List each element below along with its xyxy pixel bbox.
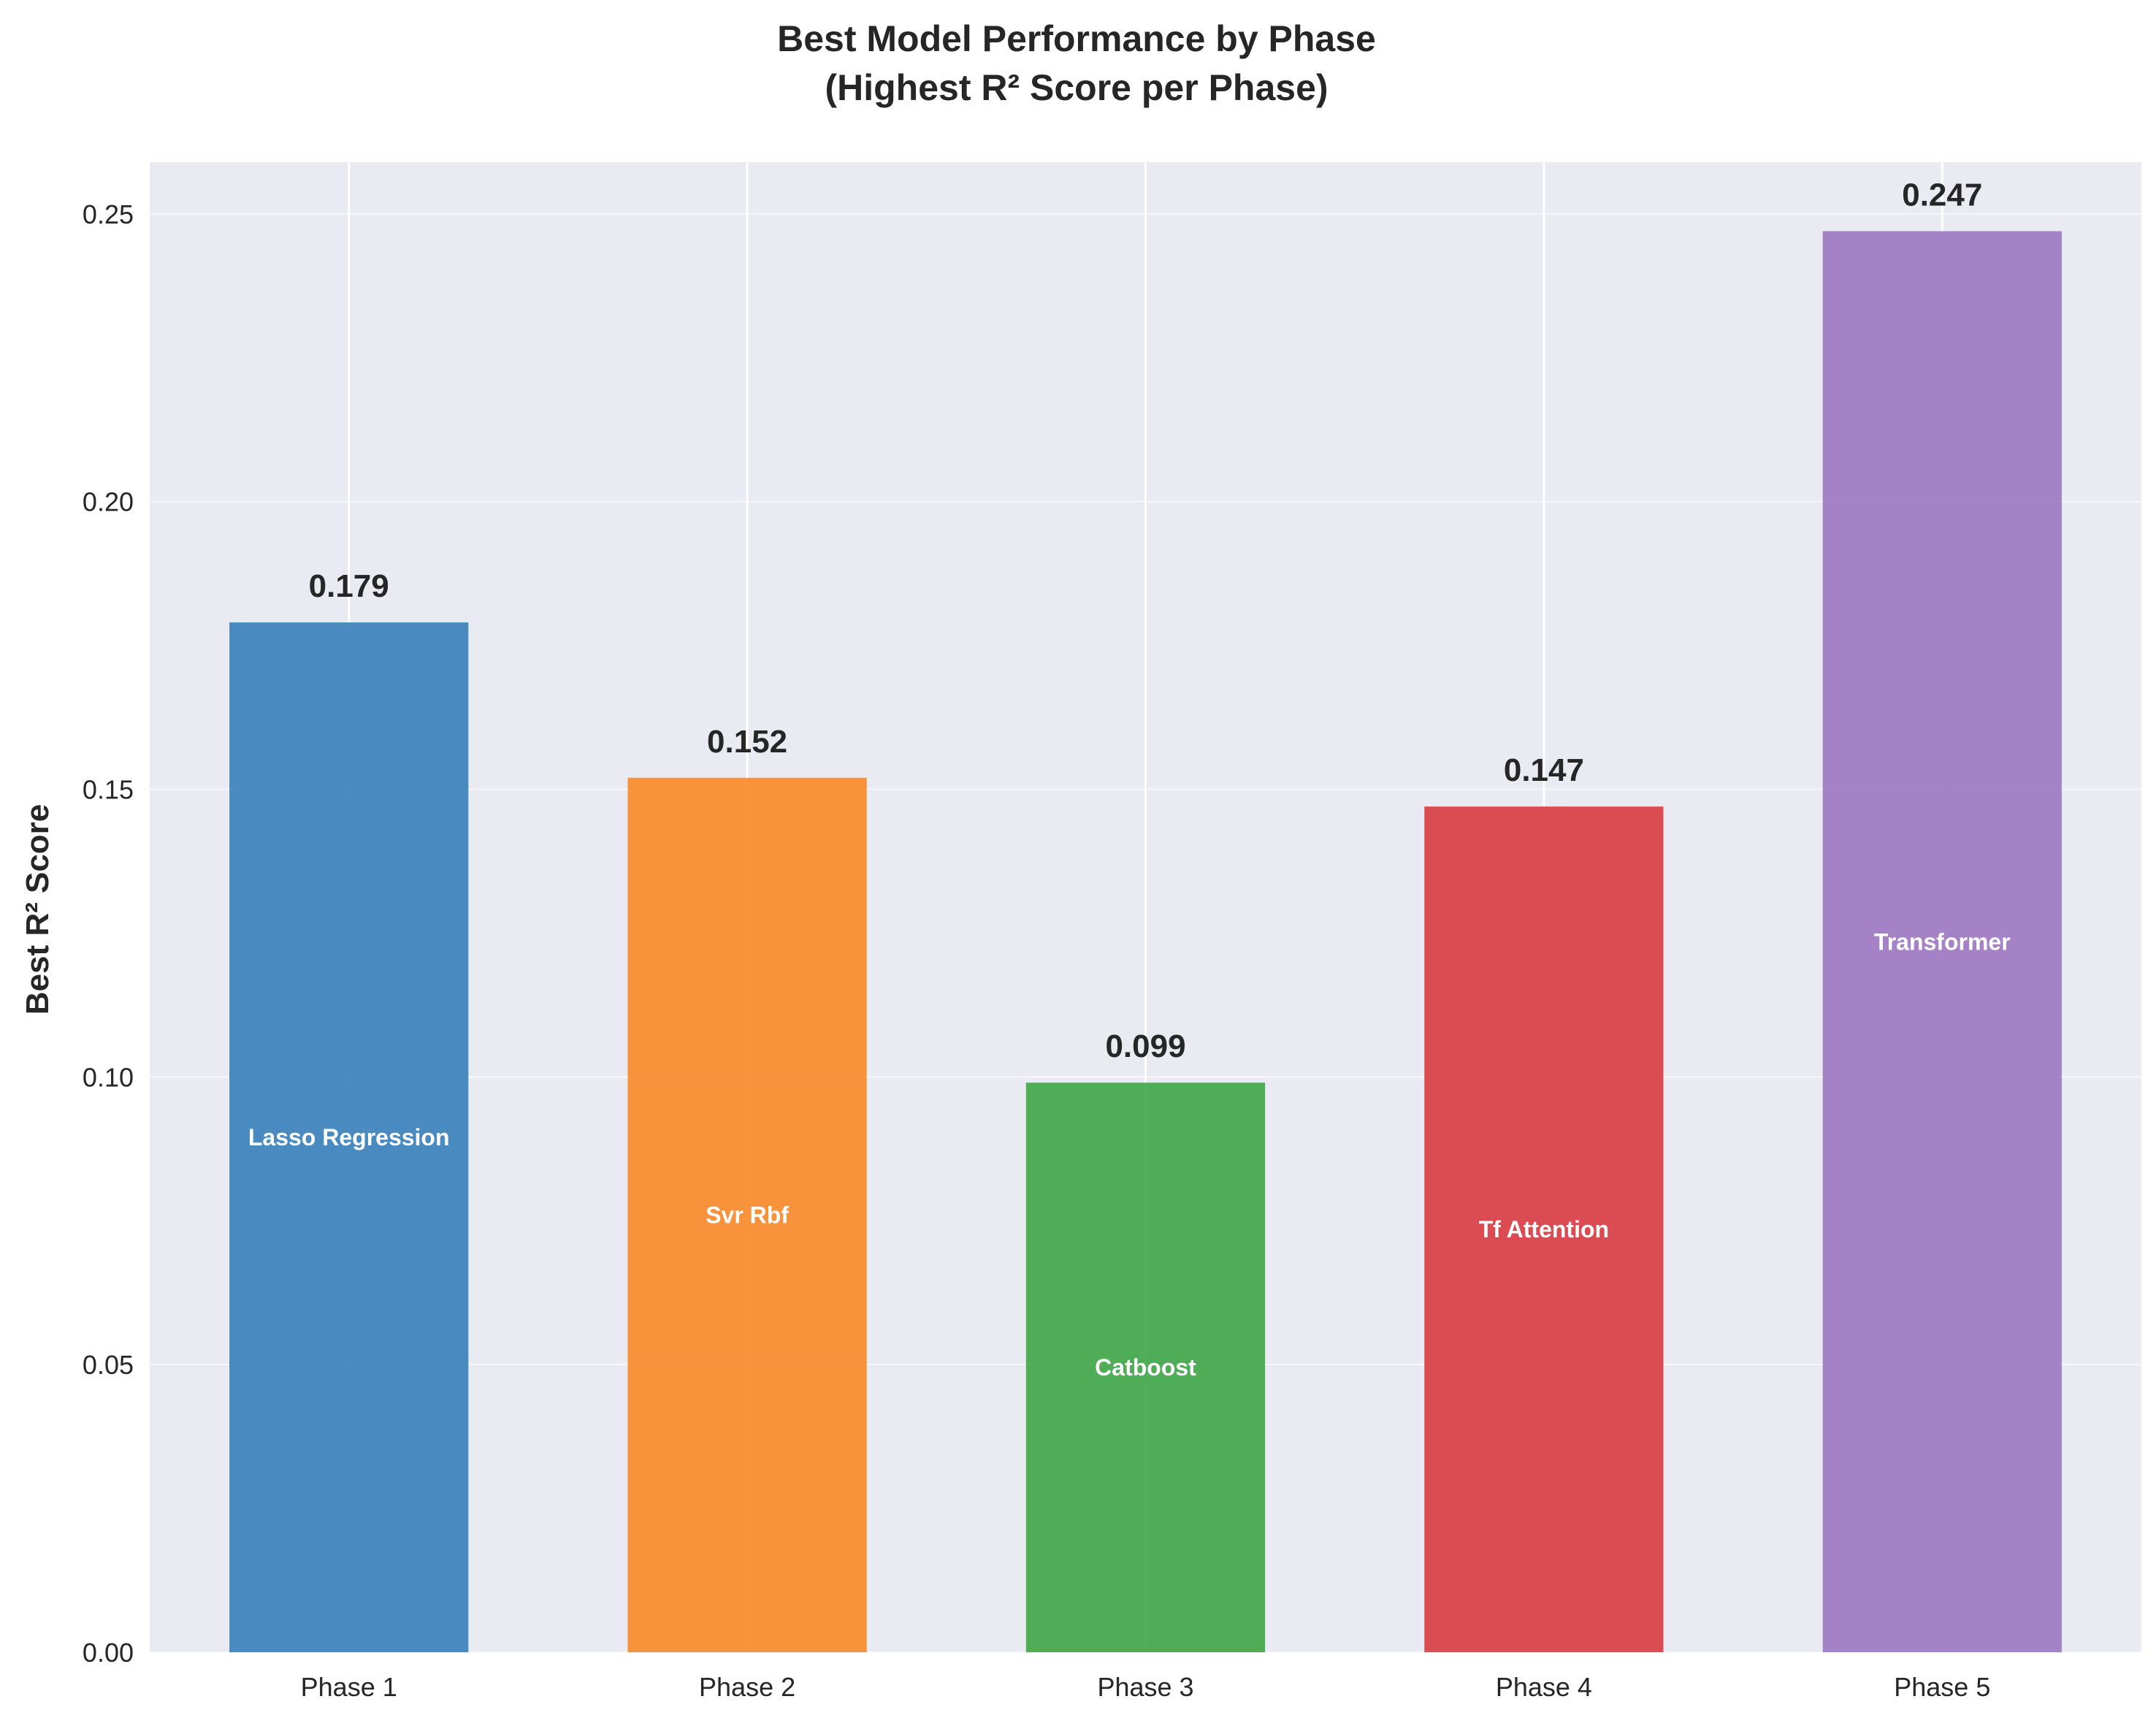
axis-ticks: 0.00 0.05 0.10 0.15 0.20 0.25 Phase 1 Phase 2 Ph… bbox=[83, 199, 1990, 1702]
y-axis-label: Best R² Score bbox=[20, 804, 56, 1015]
bar bbox=[1822, 231, 2062, 1653]
bar-value-label: 0.147 bbox=[1504, 752, 1584, 788]
x-tick-label: Phase 2 bbox=[699, 1672, 795, 1702]
bar-value-label: 0.152 bbox=[707, 724, 787, 760]
y-tick-label: 0.10 bbox=[83, 1062, 134, 1092]
bar-value-label: 0.247 bbox=[1902, 177, 1982, 213]
x-tick-label: Phase 5 bbox=[1894, 1672, 1990, 1702]
bar-model-label: Lasso Regression bbox=[248, 1124, 450, 1150]
x-tick-label: Phase 3 bbox=[1097, 1672, 1193, 1702]
bar bbox=[229, 622, 469, 1652]
bar bbox=[1424, 806, 1664, 1652]
x-tick-label: Phase 4 bbox=[1496, 1672, 1592, 1702]
y-tick-label: 0.00 bbox=[83, 1638, 134, 1668]
bar bbox=[1025, 1083, 1266, 1652]
bars bbox=[229, 231, 2062, 1653]
chart-subtitle: (Highest R² Score per Phase) bbox=[825, 67, 1328, 108]
y-tick-label: 0.15 bbox=[83, 775, 134, 805]
bar-model-label: Catboost bbox=[1095, 1354, 1196, 1381]
bar-model-label: Tf Attention bbox=[1479, 1216, 1609, 1242]
bar-value-label: 0.179 bbox=[309, 568, 389, 604]
data-labels: 0.179 Lasso Regression 0.152 Svr Rbf 0.099 Ca… bbox=[248, 177, 2011, 1381]
bar-value-label: 0.099 bbox=[1105, 1028, 1185, 1064]
y-tick-label: 0.25 bbox=[83, 199, 134, 229]
x-tick-label: Phase 1 bbox=[301, 1672, 397, 1702]
y-tick-label: 0.05 bbox=[83, 1350, 134, 1380]
y-tick-label: 0.20 bbox=[83, 487, 134, 517]
chart-title: Best Model Performance by Phase bbox=[777, 18, 1376, 59]
bar-model-label: Svr Rbf bbox=[706, 1202, 789, 1228]
bar bbox=[627, 777, 867, 1652]
bar-model-label: Transformer bbox=[1874, 928, 2011, 955]
